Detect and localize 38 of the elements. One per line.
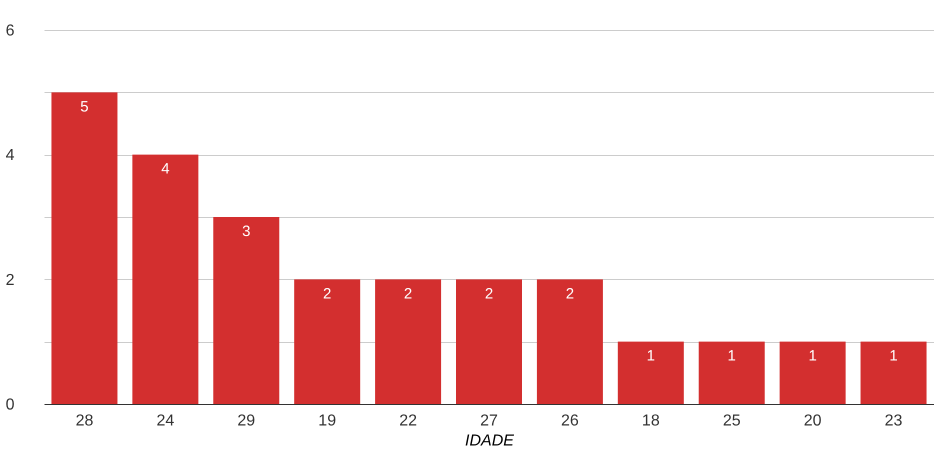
bar xyxy=(375,279,442,404)
x-tick-label: 27 xyxy=(480,412,498,430)
data-label: 4 xyxy=(161,160,170,178)
x-tick-label: 22 xyxy=(399,412,418,430)
x-tick-label: 29 xyxy=(237,412,256,430)
bar xyxy=(132,154,198,404)
bar xyxy=(618,342,684,404)
data-label: 1 xyxy=(728,348,736,365)
data-label: 3 xyxy=(242,223,250,240)
y-tick-label: 6 xyxy=(6,22,15,40)
data-label: 2 xyxy=(566,285,574,302)
data-label: 2 xyxy=(323,285,332,302)
x-tick-label: 20 xyxy=(804,412,822,430)
y-tick-label: 2 xyxy=(6,272,15,289)
x-tick-label: 19 xyxy=(318,412,336,430)
data-label: 1 xyxy=(808,348,817,365)
y-tick-label: 0 xyxy=(6,396,15,414)
bar xyxy=(780,342,846,404)
bar xyxy=(456,279,522,404)
bar xyxy=(860,342,927,404)
data-label: 2 xyxy=(404,285,412,302)
data-label: 2 xyxy=(484,285,494,302)
x-tick-label: 25 xyxy=(722,412,741,430)
x-tick-label: 24 xyxy=(156,412,174,430)
data-label: 5 xyxy=(80,98,89,116)
x-axis-title: IDADE xyxy=(465,432,514,450)
x-tick-label: 23 xyxy=(884,412,903,430)
data-label: 1 xyxy=(646,348,655,365)
bar xyxy=(51,92,118,404)
bar xyxy=(294,279,360,404)
x-tick-label: 26 xyxy=(561,412,579,430)
x-tick-label: 18 xyxy=(642,412,660,430)
bar xyxy=(213,217,280,404)
y-tick-label: 4 xyxy=(6,147,15,164)
x-tick-label: 28 xyxy=(76,412,94,430)
bar xyxy=(536,279,603,404)
bar xyxy=(698,342,765,404)
data-label: 1 xyxy=(889,348,898,365)
